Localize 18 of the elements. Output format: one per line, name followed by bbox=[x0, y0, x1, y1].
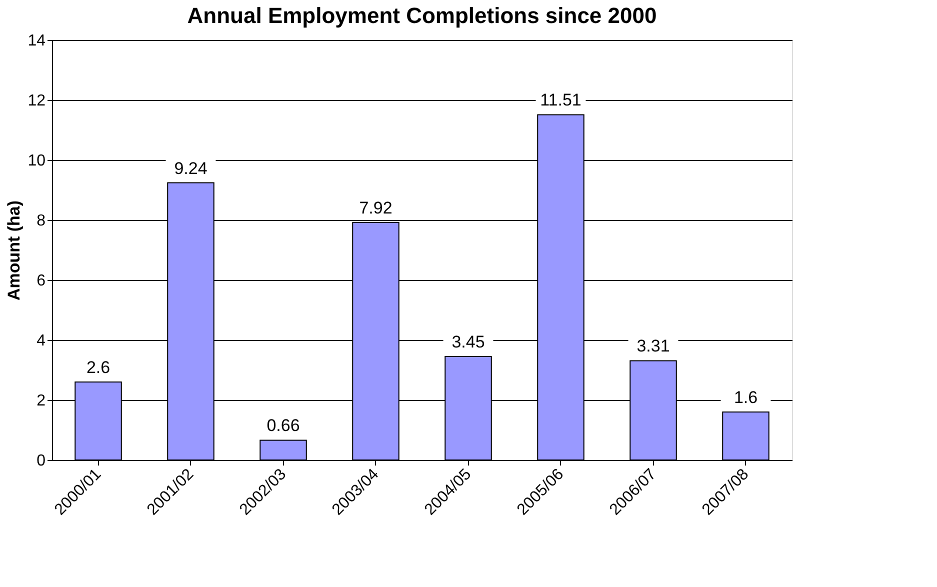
data-label: 1.6 bbox=[734, 388, 758, 407]
y-tick-label: 12 bbox=[28, 92, 46, 110]
y-tick-label: 8 bbox=[36, 212, 46, 230]
y-tick-label: 2 bbox=[36, 392, 46, 410]
y-tick-label: 0 bbox=[36, 452, 46, 470]
data-label: 7.92 bbox=[359, 198, 392, 218]
data-label: 11.51 bbox=[540, 90, 582, 110]
y-tick-label: 10 bbox=[28, 152, 46, 170]
data-label: 2.6 bbox=[86, 358, 110, 377]
data-label: 9.24 bbox=[174, 158, 208, 178]
data-label: 0.66 bbox=[266, 416, 300, 436]
data-label: 3.31 bbox=[636, 336, 670, 356]
y-axis-title: Amount (ha) bbox=[4, 200, 24, 301]
y-tick-label: 14 bbox=[28, 32, 46, 50]
data-label: 3.45 bbox=[452, 332, 485, 352]
y-tick-label: 4 bbox=[36, 332, 46, 350]
chart-title: Annual Employment Completions since 2000 bbox=[187, 3, 657, 28]
y-tick-label: 6 bbox=[36, 272, 46, 290]
